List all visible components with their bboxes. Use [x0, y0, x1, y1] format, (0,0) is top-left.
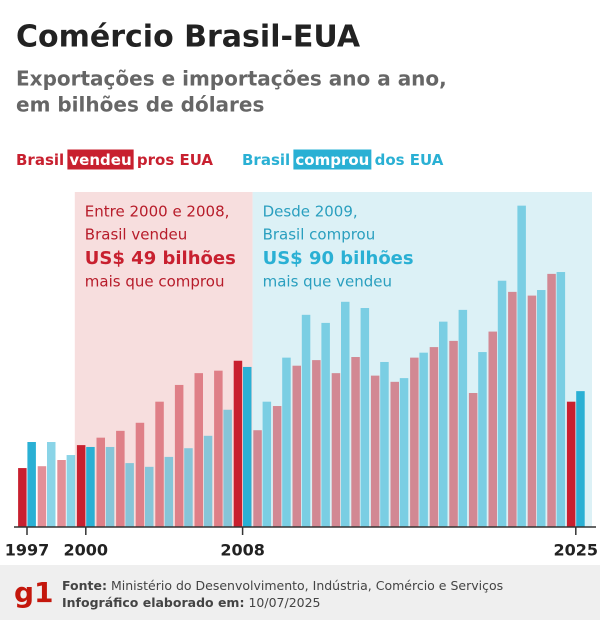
annotation: Entre 2000 e 2008, [85, 203, 230, 221]
bar [517, 205, 526, 528]
legend-part: dos EUA [375, 151, 444, 169]
annotation: Brasil vendeu [85, 226, 187, 244]
bar [497, 280, 507, 527]
x-tick-label: 2025 [554, 541, 599, 560]
legend-part: Brasil [16, 151, 64, 169]
bar [410, 357, 419, 527]
bar [155, 401, 164, 527]
bar [312, 360, 321, 527]
bar [86, 446, 95, 527]
bar [439, 321, 448, 527]
bar [18, 468, 27, 527]
annotation: Desde 2009, [263, 203, 358, 221]
annotation: Brasil comprou [263, 226, 376, 244]
bar [419, 352, 428, 527]
legend-part: comprou [295, 151, 369, 169]
bar [370, 375, 380, 527]
annotation: US$ 90 bilhões [263, 248, 414, 269]
legend-part: vendeu [69, 151, 131, 169]
legend-highlight [67, 149, 134, 170]
bar [478, 352, 487, 527]
legend-part: pros EUA [137, 151, 214, 169]
bar [174, 384, 184, 527]
chart-title: Comércio Brasil-EUA [16, 20, 361, 55]
bar [96, 437, 105, 527]
bar [66, 455, 76, 527]
annotation: mais que vendeu [263, 273, 392, 291]
bar [57, 460, 66, 527]
bar [37, 466, 47, 527]
bar [566, 401, 576, 527]
bar [556, 272, 566, 527]
bar [360, 308, 370, 527]
legend-highlight [293, 149, 372, 170]
source: Fonte: Ministério do Desenvolvimento, In… [62, 578, 503, 593]
bar [449, 340, 458, 527]
bar [135, 422, 145, 527]
bar [184, 448, 193, 527]
bar [253, 430, 262, 527]
bar [547, 273, 556, 527]
bar [301, 314, 311, 527]
bar [468, 393, 478, 527]
footer-bg [0, 565, 600, 620]
subtitle: Exportações e importações ano a ano, [16, 67, 447, 91]
subtitle: em bilhões de dólares [16, 93, 264, 117]
legend-entry: Brasil vendeu pros EUA [16, 151, 213, 169]
bar [380, 361, 389, 527]
bar [488, 331, 497, 527]
x-tick-label: 1997 [5, 541, 50, 560]
bar [223, 409, 232, 527]
bar [214, 370, 223, 527]
bar [458, 309, 468, 527]
bar [399, 378, 409, 527]
x-tick-label: 2008 [220, 541, 265, 560]
bar [105, 446, 115, 527]
bar [527, 295, 537, 527]
bar [262, 401, 272, 527]
bar [508, 291, 517, 527]
bar [194, 373, 203, 527]
bar [47, 442, 56, 527]
bar [351, 357, 360, 527]
bar [76, 445, 86, 527]
bar [331, 373, 341, 527]
bar [233, 360, 243, 527]
bar [272, 406, 282, 527]
bar [282, 357, 291, 527]
bar [243, 366, 252, 527]
bar [116, 430, 125, 527]
bar [576, 391, 585, 527]
date: Infográfico elaborado em: 10/07/2025 [62, 595, 321, 610]
legend-entry: Brasil comprou dos EUA [242, 151, 444, 169]
logo: g1 [14, 576, 54, 609]
bar [341, 301, 350, 527]
bar [203, 435, 213, 527]
bar [537, 290, 546, 527]
bar [292, 365, 301, 527]
legend-part: Brasil [242, 151, 290, 169]
bar [321, 322, 330, 527]
bar [390, 381, 399, 527]
bar [164, 456, 174, 527]
bar [125, 463, 134, 527]
bar [27, 442, 36, 527]
bar [429, 347, 439, 527]
x-tick-label: 2000 [64, 541, 109, 560]
annotation: mais que comprou [85, 273, 225, 291]
annotation: US$ 49 bilhões [85, 248, 236, 269]
bar [145, 466, 154, 527]
